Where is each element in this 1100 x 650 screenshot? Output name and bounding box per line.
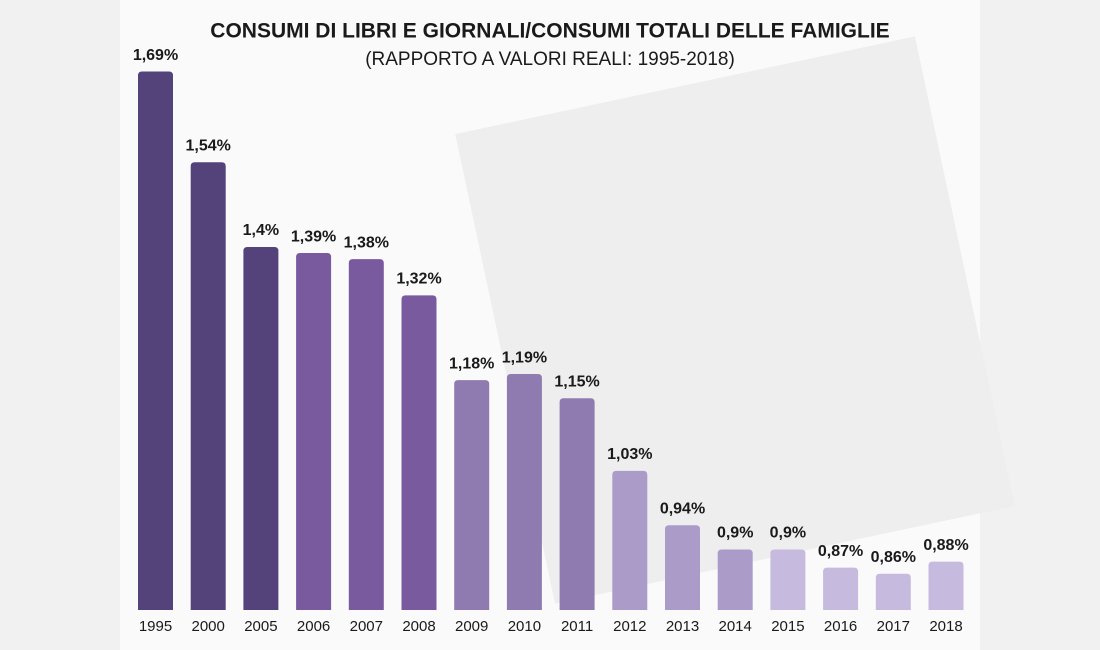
x-tick-label: 2008	[402, 618, 435, 635]
x-tick-label: 2011	[561, 618, 593, 635]
x-tick-label: 2012	[613, 618, 646, 635]
value-label: 0,9%	[717, 525, 753, 542]
bar	[138, 71, 173, 611]
value-label: 1,18%	[449, 355, 494, 372]
x-tick-label: 2017	[877, 618, 910, 635]
x-tick-label: 2018	[929, 618, 962, 635]
bar	[190, 162, 226, 611]
x-tick-label: 2009	[455, 618, 488, 635]
bar	[506, 374, 542, 610]
value-label: 0,87%	[818, 543, 863, 560]
x-tick-label: 2007	[350, 618, 383, 635]
bar	[243, 247, 279, 610]
x-tick-label: 2013	[666, 618, 699, 635]
chart-subtitle: (RAPPORTO A VALORI REALI: 1995-2018)	[365, 49, 735, 70]
bar	[296, 253, 332, 611]
bar	[875, 573, 911, 610]
x-tick-label: 2015	[771, 618, 804, 635]
bar	[454, 380, 490, 610]
bar	[717, 549, 753, 610]
x-tick-label: 2010	[508, 618, 541, 635]
bar	[665, 525, 700, 610]
value-label: 1,4%	[243, 222, 279, 239]
value-label: 0,86%	[871, 549, 916, 566]
value-label: 1,38%	[344, 234, 389, 251]
value-label: 1,69%	[133, 47, 178, 64]
bar	[612, 470, 648, 610]
bar	[928, 561, 964, 610]
value-label: 1,32%	[396, 271, 441, 288]
bar	[348, 259, 384, 610]
chart-title: CONSUMI DI LIBRI E GIORNALI/CONSUMI TOTA…	[210, 20, 889, 43]
bar	[770, 549, 806, 610]
value-label: 0,9%	[770, 525, 806, 542]
x-tick-label: 2000	[192, 618, 225, 635]
value-label: 1,54%	[186, 138, 231, 155]
value-label: 1,19%	[502, 349, 547, 366]
value-label: 1,03%	[607, 446, 652, 463]
bar	[823, 567, 859, 610]
bar	[401, 295, 437, 610]
x-tick-label: 2014	[719, 618, 752, 635]
value-label: 1,39%	[291, 228, 336, 245]
value-label: 1,15%	[554, 373, 599, 390]
x-tick-label: 2006	[297, 618, 330, 635]
value-label: 0,88%	[923, 537, 968, 554]
x-tick-label: 2005	[244, 618, 277, 635]
paper-decoration	[455, 36, 1015, 604]
bar	[559, 398, 595, 610]
value-label: 0,94%	[660, 501, 705, 518]
x-tick-label: 1995	[139, 618, 172, 635]
x-tick-label: 2016	[824, 618, 857, 635]
